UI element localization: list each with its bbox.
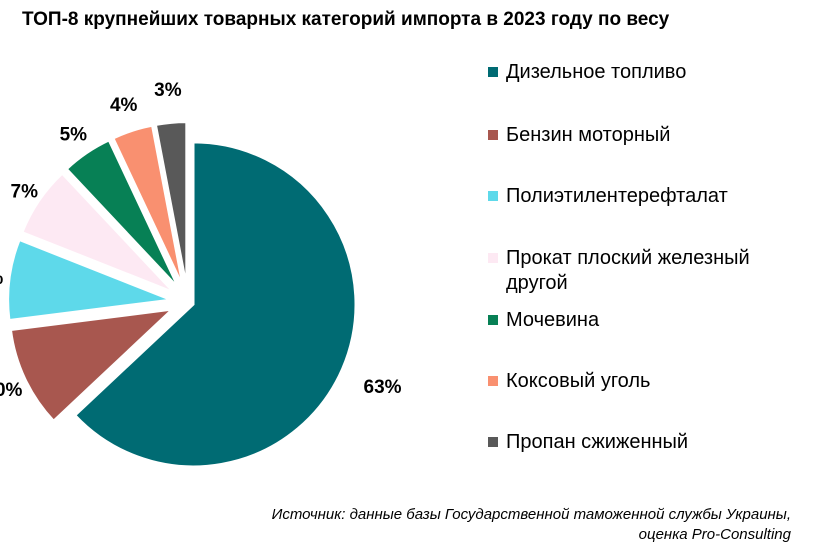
pie-slice <box>112 124 184 286</box>
slice-value-label: 8% <box>0 268 3 289</box>
legend-label-flat-steel: Прокат плоский железный другой <box>506 247 750 294</box>
pie-slice <box>9 308 175 422</box>
pie-slice <box>21 172 174 293</box>
chart-title: ТОП-8 крупнейших товарных категорий импо… <box>22 9 670 30</box>
legend-swatch-diesel <box>488 67 498 77</box>
legend-item-flat-steel: Прокат плоский железный другой <box>488 246 796 296</box>
legend-label-propane: Пропан сжиженный <box>506 431 689 453</box>
slice-value-label: 10% <box>0 380 23 401</box>
legend-swatch-propane <box>488 437 498 447</box>
legend-swatch-flat-steel <box>488 253 498 263</box>
pie-slice <box>7 238 171 322</box>
legend-item-urea: Мочевина <box>488 308 796 333</box>
legend-item-pet: Полиэтилентерефталат <box>488 184 796 209</box>
legend-label-coking-coal: Коксовый уголь <box>506 370 651 392</box>
legend-label-pet: Полиэтилентерефталат <box>506 185 728 207</box>
pie-slice <box>65 139 179 288</box>
legend-item-gasoline: Бензин моторный <box>488 123 796 148</box>
slice-value-label: 63% <box>364 377 402 398</box>
legend-item-coking-coal: Коксовый уголь <box>488 369 796 394</box>
slice-value-label: 5% <box>60 124 88 145</box>
slice-value-label: 4% <box>110 95 138 116</box>
legend-item-diesel: Дизельное топливо <box>488 60 796 85</box>
pie-slice <box>154 121 188 285</box>
source-note: Источник: данные базы Государственной та… <box>272 505 791 545</box>
source-line-2: оценка Pro-Consulting <box>638 526 791 543</box>
legend-label-diesel: Дизельное топливо <box>506 61 687 83</box>
legend-label-gasoline: Бензин моторный <box>506 124 671 146</box>
legend-swatch-pet <box>488 191 498 201</box>
pie-slice <box>73 141 357 468</box>
slice-value-label: 3% <box>154 80 182 101</box>
legend-label-urea: Мочевина <box>506 309 600 331</box>
legend-swatch-urea <box>488 315 498 325</box>
legend-item-propane: Пропан сжиженный <box>488 430 796 455</box>
legend-swatch-gasoline <box>488 130 498 140</box>
legend-swatch-coking-coal <box>488 376 498 386</box>
source-line-1: Источник: данные базы Государственной та… <box>271 506 791 523</box>
slice-value-label: 7% <box>11 182 39 203</box>
